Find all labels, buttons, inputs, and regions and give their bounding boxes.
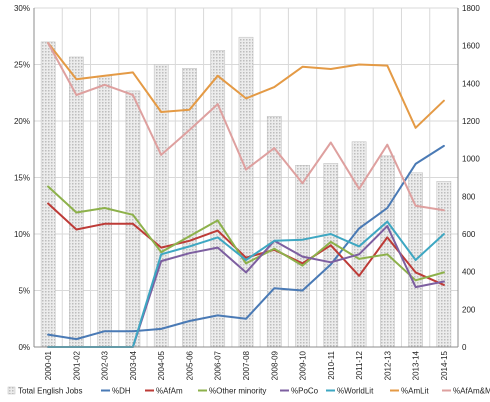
legend-entry-label: %WorldLit bbox=[337, 387, 374, 396]
legend-entry-label: Total English Jobs bbox=[18, 387, 82, 396]
bar-total-english-jobs bbox=[97, 75, 112, 348]
left-tick-label: 30% bbox=[14, 4, 30, 13]
axes bbox=[33, 8, 459, 348]
right-tick-label: 1400 bbox=[462, 79, 480, 88]
bar-total-english-jobs bbox=[153, 64, 169, 348]
right-tick-label: 1000 bbox=[462, 155, 480, 164]
legend-entry-label: %AfAm bbox=[156, 387, 183, 396]
x-tick-label: 2004-05 bbox=[157, 350, 166, 380]
right-tick-label: 1600 bbox=[462, 42, 480, 51]
series-line-amlit bbox=[47, 42, 445, 129]
x-tick-label: 2012-13 bbox=[383, 350, 392, 380]
right-tick-label: 200 bbox=[462, 305, 476, 314]
legend-entry-label: %DH bbox=[112, 387, 131, 396]
right-tick-label: 600 bbox=[462, 230, 476, 239]
x-tick-label: 2014-15 bbox=[440, 350, 449, 380]
left-axis-ticks: 0% 5% 10% 15% 20% 25% 30% bbox=[14, 4, 30, 352]
x-tick-label: 2006-07 bbox=[214, 350, 223, 380]
series-line-afam bbox=[47, 202, 445, 286]
bar-total-english-jobs bbox=[323, 163, 339, 348]
bar-total-english-jobs bbox=[40, 41, 56, 348]
x-tick-label: 2008-09 bbox=[270, 350, 279, 380]
series-line-afam-minority bbox=[47, 42, 445, 212]
left-tick-label: 20% bbox=[14, 117, 30, 126]
legend-entry-label: %AmLit bbox=[401, 387, 429, 396]
series-line-other-minority bbox=[47, 185, 445, 282]
bar-series bbox=[40, 36, 452, 348]
bar-total-english-jobs bbox=[238, 36, 254, 348]
x-tick-label: 2011-12 bbox=[355, 350, 364, 379]
x-tick-label: 2007-08 bbox=[242, 350, 251, 380]
left-tick-label: 10% bbox=[14, 230, 30, 239]
bar-total-english-jobs bbox=[210, 50, 226, 348]
left-tick-label: 15% bbox=[14, 174, 30, 183]
right-tick-label: 1200 bbox=[462, 117, 480, 126]
x-tick-label: 2009-10 bbox=[299, 350, 308, 380]
legend-swatch-bar bbox=[7, 386, 16, 395]
bar-total-english-jobs bbox=[380, 155, 395, 348]
right-tick-label: 800 bbox=[462, 192, 476, 201]
x-tick-label: 2001-02 bbox=[72, 350, 81, 380]
right-tick-label: 400 bbox=[462, 268, 476, 277]
legend-entry-label: %PoCo bbox=[291, 387, 319, 396]
legend-entry-label: %Other minority bbox=[209, 387, 266, 396]
x-tick-label: 2000-01 bbox=[44, 350, 53, 380]
right-tick-label: 0 bbox=[462, 343, 467, 352]
bar-total-english-jobs bbox=[436, 181, 452, 348]
bar-total-english-jobs bbox=[125, 90, 141, 348]
right-tick-label: 1800 bbox=[462, 4, 480, 13]
legend-entry-label: %AfAm&Minority bbox=[453, 387, 490, 396]
right-axis-ticks: 0 200 400 600 800 1000 1200 1400 1600 1800 bbox=[462, 4, 480, 352]
x-tick-label: 2013-14 bbox=[412, 350, 421, 380]
bar-total-english-jobs bbox=[69, 56, 84, 348]
x-axis-ticks: 2000-01 2001-02 2002-03 2003-04 2004-05 2005-… bbox=[44, 350, 449, 380]
left-tick-label: 0% bbox=[18, 343, 30, 352]
series-line-dh bbox=[47, 144, 445, 341]
legend: Total English Jobs %DH %AfAm %Other minorit… bbox=[7, 386, 490, 396]
x-tick-label: 2003-04 bbox=[129, 350, 138, 380]
x-tick-label: 2005-06 bbox=[185, 350, 194, 380]
x-tick-label: 2010-11 bbox=[327, 350, 336, 379]
x-tick-label: 2002-03 bbox=[101, 350, 110, 380]
line-series bbox=[47, 42, 445, 348]
left-tick-label: 5% bbox=[18, 287, 30, 296]
left-tick-label: 25% bbox=[14, 61, 30, 70]
